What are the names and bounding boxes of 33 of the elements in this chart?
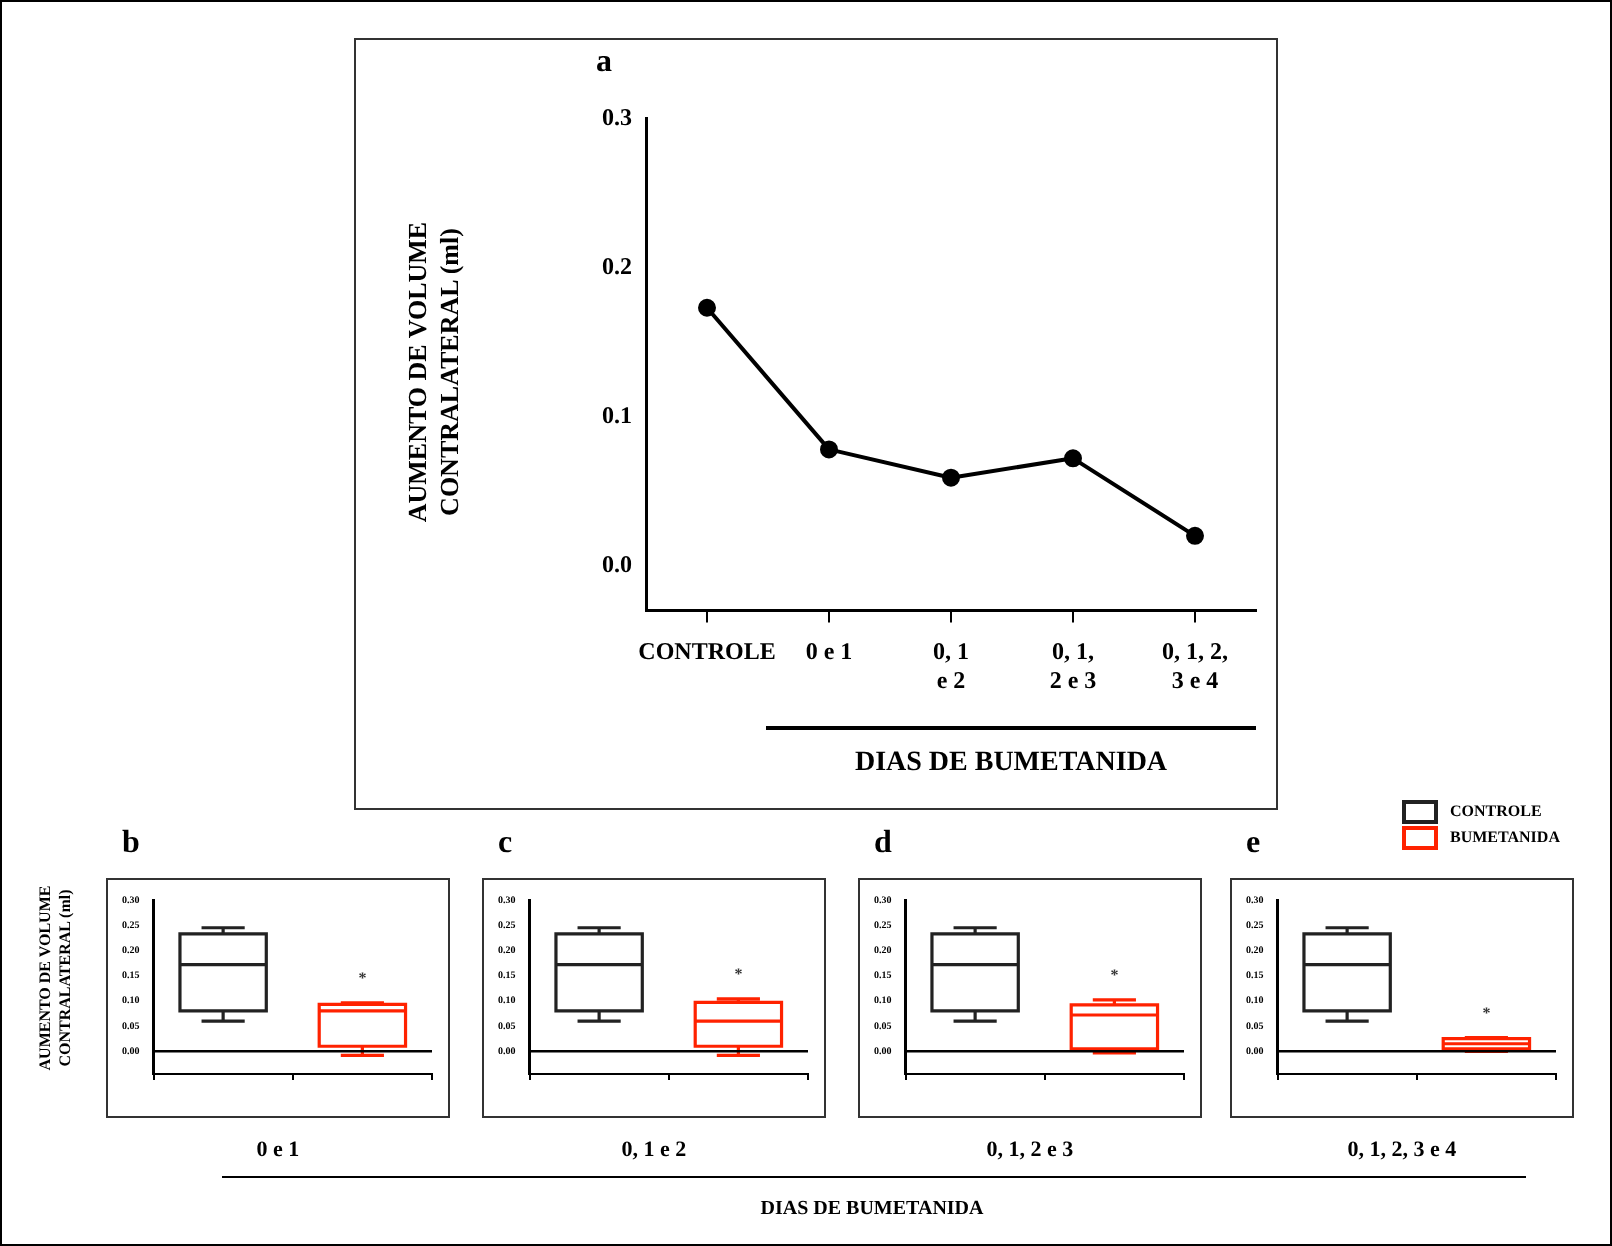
legend-label: CONTROLE [1450,802,1542,820]
point [942,468,960,487]
annotation: * [734,964,743,983]
point [1064,449,1082,468]
chart-title: d [874,826,892,862]
y-axis-title: AUMENTO DE VOLUME CONTRALATERAL (ml) [402,219,466,527]
chart-title: b [122,826,140,862]
chart-title: c [498,826,513,862]
legend-label: BUMETANIDA [1450,828,1560,846]
y-tick-label: 0.3 [602,102,632,131]
y-axis-title: AUMENTO DE VOLUME CONTRALATERAL (ml) [36,883,76,1075]
text: DIAS DE BUMETANIDA [758,1198,986,1220]
chart-title: a [596,45,612,80]
annotation: * [1110,965,1119,984]
chart-title: e [1246,826,1261,862]
x-axis-title: 0, 1, 2, 3 e 4 [1345,1138,1459,1162]
y-tick-label: 0.0 [602,549,632,578]
x-axis-title: DIAS DE BUMETANIDA [852,748,1170,780]
x-tick-label: 0, 1 e 2 [933,636,969,694]
x-axis-title: 0 e 1 [254,1138,302,1162]
annotation: * [358,969,367,988]
y-tick-label: 0.2 [602,251,632,280]
x-tick-label: CONTROLE [638,636,776,665]
x-axis-title: 0, 1 e 2 [619,1138,689,1162]
point [698,298,716,317]
point [820,440,838,459]
y-tick-label: 0.1 [602,400,632,429]
annotation: * [1482,1003,1491,1022]
x-axis-title: 0, 1, 2 e 3 [984,1138,1076,1162]
x-tick-label: 0, 1, 2 e 3 [1049,636,1097,694]
point [1186,526,1204,545]
x-tick-label: 0 e 1 [805,636,853,665]
x-tick-label: 0, 1, 2, 3 e 4 [1162,636,1228,694]
